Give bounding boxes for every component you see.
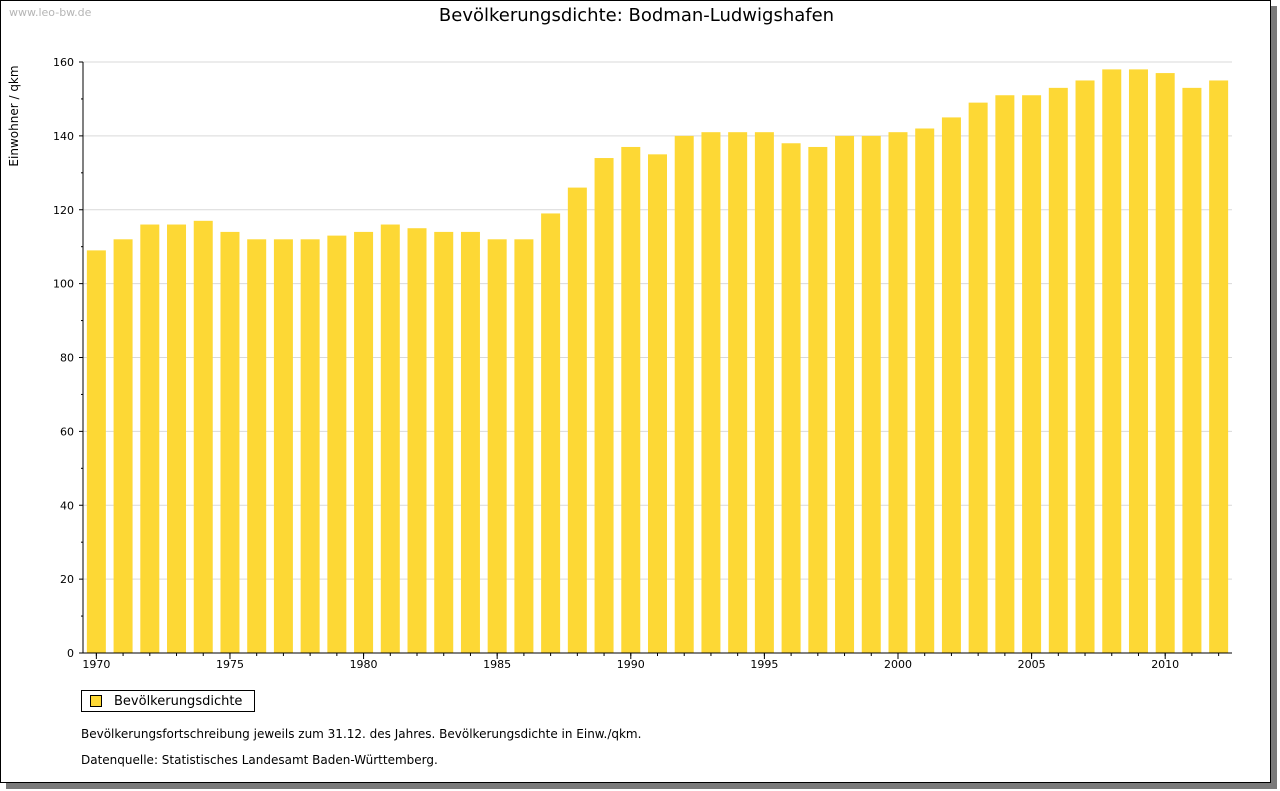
- y-tick-labels: 0 20 40 60 80 100 120 140 160: [53, 56, 74, 660]
- bar: [701, 132, 721, 653]
- bar: [514, 239, 534, 654]
- bar: [781, 143, 801, 653]
- x-tick-label: 1980: [350, 658, 378, 671]
- chart-title: Bevölkerungsdichte: Bodman-Ludwigshafen: [438, 5, 835, 26]
- legend: Bevölkerungsdichte: [81, 690, 256, 712]
- bar: [273, 239, 293, 654]
- bar: [1155, 73, 1175, 653]
- bar: [941, 117, 961, 653]
- bar: [327, 235, 347, 654]
- y-axis-label: Einwohner / qkm: [7, 65, 21, 166]
- bar: [460, 231, 480, 653]
- bar: [648, 154, 667, 653]
- bar: [167, 224, 187, 653]
- y-tick-label: 40: [60, 499, 74, 512]
- bar: [888, 132, 908, 653]
- bar: [728, 132, 748, 653]
- bar: [968, 102, 988, 653]
- bar: [247, 239, 267, 654]
- y-tick-label: 120: [53, 204, 74, 217]
- bar: [1075, 80, 1095, 654]
- bar: [354, 231, 374, 653]
- bar: [487, 239, 507, 654]
- y-tick-label: 0: [67, 647, 74, 660]
- axes: [79, 61, 1232, 659]
- bar: [808, 146, 828, 653]
- y-tick-label: 160: [53, 56, 74, 69]
- bar: [140, 224, 160, 653]
- x-tick-labels: 1970 1975 1980 1985 1990 1995 2000 2005 2010: [82, 658, 1179, 671]
- bars: [86, 69, 1229, 654]
- bar: [1048, 87, 1068, 654]
- bar: [674, 135, 694, 654]
- bar: [754, 132, 774, 653]
- x-tick-label: 1970: [82, 658, 110, 671]
- bar: [380, 224, 400, 653]
- watermark: www.leo-bw.de: [9, 6, 92, 19]
- bar: [594, 158, 614, 654]
- bar: [1022, 95, 1042, 654]
- y-tick-label: 20: [60, 573, 74, 586]
- bar: [621, 146, 641, 653]
- bar: [567, 187, 587, 653]
- bar: [1182, 87, 1202, 654]
- x-tick-label: 1985: [483, 658, 511, 671]
- bar: [407, 228, 427, 653]
- bar: [541, 213, 561, 653]
- y-tick-label: 100: [53, 278, 74, 291]
- bar: [86, 250, 106, 653]
- bar: [1102, 69, 1122, 653]
- note-line-1: Bevölkerungsfortschreibung jeweils zum 3…: [81, 727, 642, 741]
- note-line-2: Datenquelle: Statistisches Landesamt Bad…: [81, 753, 438, 767]
- x-tick-label: 2010: [1151, 658, 1179, 671]
- x-tick-label: 1975: [216, 658, 244, 671]
- bar: [434, 231, 454, 653]
- bar: [220, 231, 240, 653]
- bar: [1128, 69, 1148, 653]
- x-tick-label: 2005: [1018, 658, 1046, 671]
- bar: [300, 239, 320, 654]
- legend-swatch: [90, 695, 102, 707]
- y-tick-label: 140: [53, 130, 74, 143]
- bar: [915, 128, 935, 653]
- bar: [113, 239, 133, 654]
- bar: [835, 135, 855, 654]
- y-tick-label: 60: [60, 425, 74, 438]
- bar: [1209, 80, 1229, 654]
- x-tick-label: 1990: [617, 658, 645, 671]
- x-tick-label: 1995: [750, 658, 778, 671]
- bar: [193, 220, 213, 653]
- bar: [861, 135, 881, 654]
- bar: [995, 95, 1015, 654]
- x-tick-label: 2000: [884, 658, 912, 671]
- legend-label: Bevölkerungsdichte: [114, 693, 243, 709]
- y-tick-label: 80: [60, 352, 74, 365]
